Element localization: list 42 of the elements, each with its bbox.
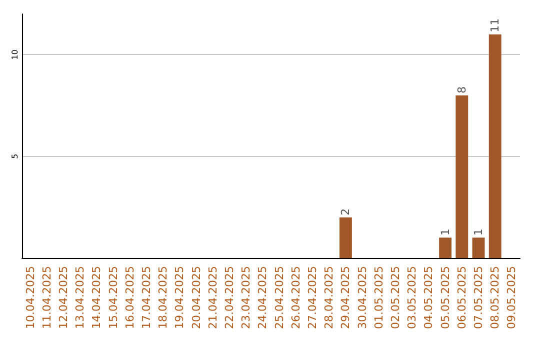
x-tick-label: 15.04.2025 [106, 266, 120, 330]
x-tick-label: 05.05.2025 [438, 266, 452, 330]
x-tick-label: 02.05.2025 [389, 266, 402, 330]
x-tick-label: 10.04.2025 [24, 266, 37, 330]
y-tick-label: 10 [10, 50, 20, 60]
x-tick-label: 26.04.2025 [289, 266, 302, 330]
x-tick-label: 01.05.2025 [372, 266, 386, 330]
x-tick-label: 03.05.2025 [406, 266, 419, 330]
x-tick-label: 30.04.2025 [356, 266, 369, 330]
x-tick-label: 07.05.2025 [472, 266, 485, 330]
x-tick-label: 04.05.2025 [422, 266, 436, 330]
x-tick-label: 29.04.2025 [339, 266, 352, 330]
x-tick-label: 21.04.2025 [206, 266, 220, 330]
x-tick-label: 08.05.2025 [488, 266, 502, 330]
x-tick-label: 27.04.2025 [306, 266, 319, 330]
bar [488, 34, 502, 258]
x-tick-label: 28.04.2025 [322, 266, 336, 330]
x-tick-label: 09.05.2025 [505, 266, 518, 330]
x-tick-label: 25.04.2025 [272, 266, 286, 330]
x-tick-label: 22.04.2025 [223, 266, 236, 330]
x-tick-label: 16.04.2025 [123, 266, 136, 330]
x-tick-label: 24.04.2025 [256, 266, 270, 330]
x-tick-label: 14.04.2025 [90, 266, 104, 330]
x-tick-label: 12.04.2025 [57, 266, 70, 330]
data-label: 1 [472, 228, 485, 236]
bar [339, 217, 352, 258]
x-tick-label: 18.04.2025 [156, 266, 170, 330]
x-tick-label: 13.04.2025 [74, 266, 87, 330]
x-tick-label: 23.04.2025 [240, 266, 253, 330]
x-tick-label: 06.05.2025 [455, 266, 468, 330]
data-label: 8 [455, 86, 468, 94]
data-label: 11 [488, 18, 502, 32]
bar [456, 95, 468, 258]
data-label: 2 [339, 208, 352, 216]
x-tick-label: 20.04.2025 [190, 266, 203, 330]
bar [472, 238, 485, 258]
x-tick-label: 19.04.2025 [173, 266, 186, 330]
y-tick-label: 5 [10, 154, 20, 159]
x-tick-label: 11.04.2025 [40, 266, 54, 330]
data-label: 1 [438, 228, 452, 236]
bar [439, 238, 452, 258]
x-tick-label: 17.04.2025 [140, 266, 153, 330]
